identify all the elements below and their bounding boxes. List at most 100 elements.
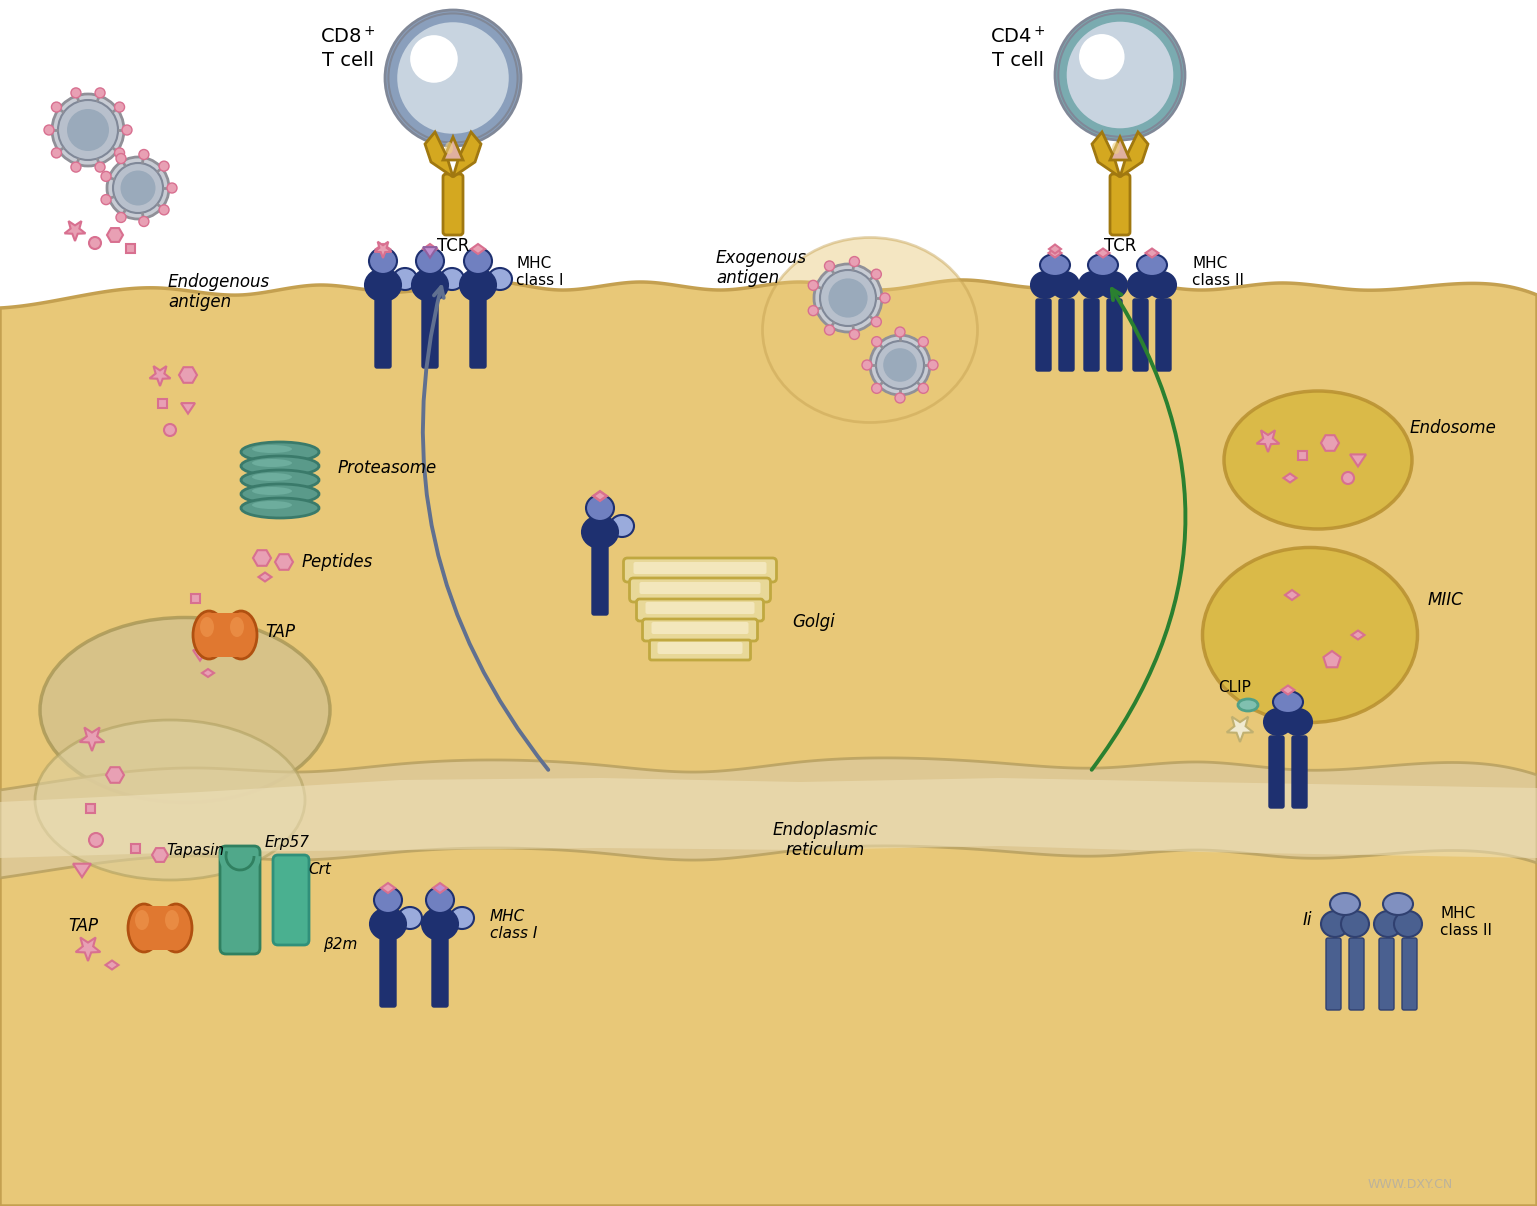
Circle shape — [115, 148, 124, 158]
Polygon shape — [178, 367, 197, 382]
Ellipse shape — [252, 500, 292, 509]
Text: Proteasome: Proteasome — [338, 459, 437, 478]
Polygon shape — [1120, 131, 1148, 177]
Text: Endoplasmic
reticulum: Endoplasmic reticulum — [772, 820, 878, 860]
Polygon shape — [258, 573, 272, 581]
FancyBboxPatch shape — [1107, 299, 1122, 371]
Ellipse shape — [1202, 548, 1417, 722]
Circle shape — [895, 393, 905, 403]
Circle shape — [101, 171, 111, 181]
Ellipse shape — [423, 908, 458, 939]
Circle shape — [168, 183, 177, 193]
Circle shape — [1079, 34, 1125, 80]
Circle shape — [68, 109, 109, 151]
Text: MHC
class II: MHC class II — [1193, 256, 1243, 288]
Circle shape — [115, 153, 126, 164]
Circle shape — [871, 269, 881, 280]
Ellipse shape — [128, 904, 160, 952]
Polygon shape — [200, 613, 217, 627]
Text: TCR: TCR — [437, 238, 469, 254]
Text: TAP: TAP — [264, 624, 295, 642]
Polygon shape — [108, 228, 123, 242]
Polygon shape — [1282, 685, 1294, 695]
Polygon shape — [1048, 245, 1061, 253]
Ellipse shape — [426, 886, 453, 913]
Circle shape — [815, 264, 882, 332]
Polygon shape — [80, 727, 105, 751]
Ellipse shape — [369, 248, 397, 274]
FancyBboxPatch shape — [423, 299, 438, 368]
FancyBboxPatch shape — [1036, 299, 1051, 371]
Circle shape — [138, 150, 149, 159]
FancyBboxPatch shape — [144, 906, 177, 950]
Ellipse shape — [1137, 254, 1167, 276]
FancyBboxPatch shape — [633, 562, 767, 574]
FancyBboxPatch shape — [592, 546, 609, 615]
FancyBboxPatch shape — [1326, 938, 1340, 1009]
Ellipse shape — [762, 238, 978, 422]
Polygon shape — [593, 491, 607, 500]
Ellipse shape — [417, 248, 444, 274]
Ellipse shape — [252, 487, 292, 494]
FancyBboxPatch shape — [1110, 174, 1130, 235]
Ellipse shape — [373, 886, 403, 913]
Polygon shape — [443, 137, 463, 160]
Text: Endosome: Endosome — [1409, 418, 1497, 437]
Circle shape — [871, 384, 882, 393]
Circle shape — [862, 361, 871, 370]
Circle shape — [918, 384, 928, 393]
Ellipse shape — [1273, 691, 1303, 713]
Text: Erp57: Erp57 — [264, 835, 310, 850]
Polygon shape — [1283, 474, 1297, 482]
Ellipse shape — [1330, 892, 1360, 915]
Text: MHC
class II: MHC class II — [1440, 906, 1492, 938]
Ellipse shape — [1148, 273, 1176, 298]
Ellipse shape — [241, 456, 320, 476]
Polygon shape — [1110, 137, 1130, 160]
Ellipse shape — [241, 443, 320, 462]
FancyBboxPatch shape — [1059, 299, 1074, 371]
Ellipse shape — [583, 516, 618, 548]
Text: MHC
class I: MHC class I — [516, 256, 564, 288]
Polygon shape — [1351, 631, 1365, 639]
FancyBboxPatch shape — [432, 938, 447, 1007]
Circle shape — [410, 35, 458, 83]
Circle shape — [138, 217, 149, 227]
Circle shape — [884, 349, 916, 382]
Ellipse shape — [1394, 911, 1422, 937]
Ellipse shape — [1383, 892, 1413, 915]
Ellipse shape — [1128, 273, 1156, 298]
Polygon shape — [106, 767, 124, 783]
Text: CD4$^+$
T cell: CD4$^+$ T cell — [990, 25, 1047, 70]
Circle shape — [164, 425, 177, 437]
Circle shape — [1342, 472, 1354, 484]
FancyBboxPatch shape — [630, 578, 770, 602]
Ellipse shape — [1223, 391, 1413, 529]
Polygon shape — [106, 960, 118, 970]
FancyBboxPatch shape — [650, 640, 750, 660]
Polygon shape — [381, 883, 395, 892]
Text: WWW.DXY.CN: WWW.DXY.CN — [1368, 1178, 1452, 1192]
Text: Peptides: Peptides — [301, 554, 373, 570]
Ellipse shape — [586, 494, 613, 521]
Polygon shape — [65, 221, 86, 241]
Ellipse shape — [194, 611, 224, 658]
Bar — [191, 593, 200, 603]
Polygon shape — [433, 883, 447, 892]
Polygon shape — [423, 247, 437, 258]
Polygon shape — [1349, 455, 1366, 467]
Circle shape — [45, 125, 54, 135]
FancyBboxPatch shape — [274, 855, 309, 946]
Ellipse shape — [610, 515, 633, 537]
Text: Ii: Ii — [1302, 911, 1313, 929]
Ellipse shape — [241, 470, 320, 490]
Circle shape — [808, 280, 818, 291]
Circle shape — [397, 22, 509, 134]
Ellipse shape — [1051, 273, 1079, 298]
FancyBboxPatch shape — [220, 845, 260, 954]
FancyBboxPatch shape — [1084, 299, 1099, 371]
Text: TCR: TCR — [1104, 238, 1136, 254]
FancyBboxPatch shape — [1293, 736, 1306, 808]
Polygon shape — [470, 244, 486, 254]
Circle shape — [895, 327, 905, 336]
